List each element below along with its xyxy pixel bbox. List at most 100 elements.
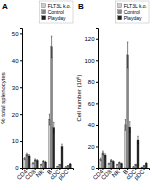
error-bar-line [68,165,69,167]
bar [121,164,123,168]
error-bar-line [41,164,42,165]
x-tick-mark [35,168,36,170]
error-bar-cap [24,159,25,160]
y-tick-label: 50 [12,31,19,37]
x-tick: pDC [57,168,70,181]
x-tick-label: NK [35,168,45,178]
error-bar-cap [133,167,134,168]
bar [28,156,30,168]
error-bar-cap [43,160,44,161]
bar [116,165,118,168]
bar [45,162,47,168]
error-bar-cap [146,162,147,163]
error-bar-line [35,159,36,161]
error-bar [41,164,42,165]
error-bar [61,144,62,149]
error-bar-cap [41,165,42,166]
error-bar-cap [110,159,111,160]
y-tick-label: 40 [88,122,95,128]
error-bar-line [133,166,134,167]
error-bar [108,163,109,164]
bar [112,162,114,168]
error-bar-line [26,153,27,156]
y-tick-label: 40 [12,58,19,64]
x-axis: CD4CD8NKBcDCpDC [16,168,74,181]
bar [61,146,63,168]
error-bar-cap [65,167,66,168]
series [100,120,143,168]
error-bar-cap [45,162,46,163]
error-bar-cap [61,148,62,149]
error-bar-line [65,166,66,167]
error-bar-cap [53,122,54,123]
y-tick: 80 [88,79,98,85]
x-tick-label: pDC [133,168,146,181]
error-bar-cap [125,130,126,131]
legend: FLT3L k.o.ControlPlayday [116,1,149,23]
y-tick-label: 60 [88,101,95,107]
y-tick-mark [20,33,22,34]
y-tick-mark [96,60,98,61]
y-tick-label: 0 [91,165,95,171]
error-bar-line [125,120,126,131]
error-bar-cap [143,165,144,166]
legend-label: Playday [124,15,142,21]
error-bar-cap [129,132,130,133]
error-bar-cap [53,133,54,134]
y-tick-mark [20,60,22,61]
error-bar-cap [141,167,142,168]
error-bar-line [111,159,112,161]
error-bar-line [144,165,145,167]
error-bar-cap [113,160,114,161]
error-bar-cap [37,159,38,160]
error-bar-line [127,42,128,68]
y-tick-mark [20,114,22,115]
error-bar-cap [135,164,136,165]
error-bar [110,159,111,161]
error-bar-cap [37,161,38,162]
series [26,36,69,168]
y-tick-label: 80 [88,79,95,85]
y-axis-label: % total splenocytes [0,72,6,124]
legend-swatch [42,10,46,14]
error-bar-line [129,122,130,133]
bar [118,163,120,168]
y-tick-mark [96,146,98,147]
error-bar [28,155,29,158]
error-bar-line [109,163,110,164]
error-bar-cap [129,121,130,122]
error-bar-cap [70,163,71,164]
legend-label: Playday [48,15,66,21]
bar [108,164,110,168]
y-tick: 100 [84,58,98,64]
y-tick-label: 0 [15,165,19,171]
error-bar [43,160,44,162]
error-bar-line [59,164,60,166]
error-bar [59,164,60,166]
error-bar-line [119,162,120,163]
y-tick-label: 10 [12,138,19,144]
error-bar-cap [104,156,105,157]
error-bar-cap [121,164,122,165]
error-bar-cap [67,166,68,167]
bar [100,159,102,168]
y-tick: 120 [84,36,98,42]
bar [32,163,34,168]
x-tick-mark [119,168,120,170]
error-bar [133,166,134,167]
error-bar-line [121,163,122,164]
bar [102,153,104,168]
legend-item: Playday [118,15,142,21]
y-tick-label: 20 [12,112,19,118]
x-axis: CD4CD8NKBcDCpDC [92,168,150,181]
error-bar [100,158,101,161]
error-bar-cap [49,124,50,125]
error-bar-cap [41,164,42,165]
error-bar-cap [127,42,128,43]
error-bar-cap [113,162,114,163]
y-tick: 60 [88,101,98,107]
legend-swatch [118,4,122,8]
x-tick-mark [43,168,44,170]
error-bar [26,153,27,156]
y-axis-label: Cell number (10⁶) [76,74,82,121]
